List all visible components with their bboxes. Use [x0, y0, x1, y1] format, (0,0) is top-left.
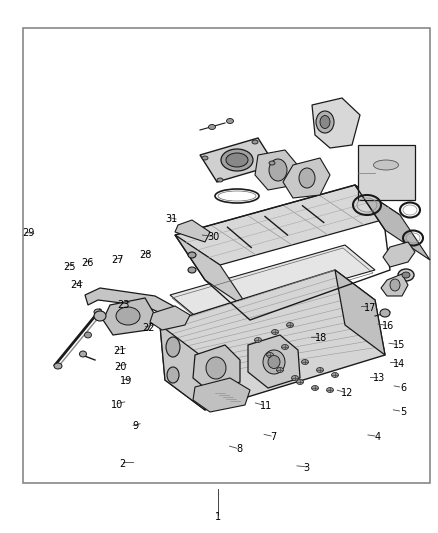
- Polygon shape: [358, 145, 415, 200]
- Polygon shape: [160, 325, 205, 410]
- Polygon shape: [312, 98, 360, 148]
- Ellipse shape: [226, 118, 233, 124]
- Ellipse shape: [94, 309, 102, 315]
- Ellipse shape: [268, 356, 280, 368]
- Ellipse shape: [202, 156, 208, 160]
- Text: 9: 9: [133, 422, 139, 431]
- Ellipse shape: [292, 376, 299, 381]
- Polygon shape: [200, 138, 275, 182]
- Polygon shape: [150, 306, 190, 330]
- Text: 31: 31: [166, 214, 178, 223]
- Bar: [23, 28, 430, 483]
- Text: 29: 29: [22, 229, 35, 238]
- Ellipse shape: [299, 168, 315, 188]
- Text: 17: 17: [364, 303, 376, 312]
- Ellipse shape: [286, 322, 293, 327]
- Text: 7: 7: [271, 432, 277, 442]
- Text: 2: 2: [120, 459, 126, 469]
- Text: 25: 25: [63, 262, 75, 271]
- Polygon shape: [175, 185, 400, 265]
- Ellipse shape: [390, 279, 400, 291]
- Ellipse shape: [217, 178, 223, 182]
- Text: 11: 11: [260, 401, 272, 411]
- Text: 10: 10: [111, 400, 124, 410]
- Polygon shape: [248, 335, 300, 388]
- Ellipse shape: [320, 116, 330, 128]
- Ellipse shape: [94, 311, 106, 321]
- Ellipse shape: [316, 111, 334, 133]
- Text: 13: 13: [373, 374, 385, 383]
- Ellipse shape: [276, 367, 283, 373]
- Text: 27: 27: [111, 255, 124, 265]
- Ellipse shape: [263, 350, 285, 374]
- Text: 5: 5: [400, 407, 406, 417]
- Text: 4: 4: [374, 432, 381, 442]
- Text: 20: 20: [114, 362, 127, 372]
- Text: 14: 14: [393, 359, 406, 368]
- Polygon shape: [175, 220, 210, 242]
- Ellipse shape: [402, 272, 410, 278]
- Ellipse shape: [254, 337, 261, 343]
- Ellipse shape: [317, 367, 324, 373]
- Text: 24: 24: [71, 280, 83, 290]
- Ellipse shape: [266, 352, 273, 358]
- Ellipse shape: [188, 267, 196, 273]
- Polygon shape: [381, 274, 408, 296]
- Ellipse shape: [269, 159, 287, 181]
- Ellipse shape: [226, 153, 248, 167]
- Ellipse shape: [326, 387, 333, 392]
- Polygon shape: [193, 345, 240, 392]
- Text: 6: 6: [400, 383, 406, 393]
- Ellipse shape: [282, 344, 289, 350]
- Polygon shape: [193, 378, 250, 412]
- Text: 3: 3: [304, 463, 310, 473]
- Polygon shape: [85, 288, 175, 315]
- Text: 28: 28: [139, 250, 152, 260]
- Ellipse shape: [208, 125, 215, 130]
- Polygon shape: [335, 270, 385, 355]
- Polygon shape: [160, 270, 385, 410]
- Text: 16: 16: [382, 321, 394, 331]
- Polygon shape: [383, 242, 415, 267]
- Ellipse shape: [374, 160, 399, 170]
- Polygon shape: [103, 298, 155, 335]
- Ellipse shape: [167, 367, 179, 383]
- Ellipse shape: [252, 140, 258, 144]
- Ellipse shape: [398, 269, 414, 281]
- Text: 8: 8: [237, 445, 243, 454]
- Ellipse shape: [380, 309, 390, 317]
- Ellipse shape: [221, 149, 253, 171]
- Ellipse shape: [206, 357, 226, 379]
- Ellipse shape: [116, 307, 140, 325]
- Text: 15: 15: [393, 341, 406, 350]
- Ellipse shape: [272, 329, 279, 335]
- Ellipse shape: [85, 332, 92, 338]
- Ellipse shape: [54, 363, 62, 369]
- Ellipse shape: [269, 161, 275, 165]
- Ellipse shape: [311, 385, 318, 391]
- Ellipse shape: [301, 359, 308, 365]
- Polygon shape: [355, 185, 430, 260]
- Polygon shape: [283, 158, 330, 198]
- Polygon shape: [175, 235, 250, 310]
- Ellipse shape: [188, 252, 196, 258]
- Polygon shape: [170, 245, 375, 320]
- Text: 12: 12: [341, 389, 353, 398]
- Text: 21: 21: [113, 346, 125, 356]
- Text: 26: 26: [81, 258, 94, 268]
- Text: 18: 18: [315, 334, 327, 343]
- Ellipse shape: [80, 351, 86, 357]
- Text: 22: 22: [142, 323, 154, 333]
- Polygon shape: [255, 150, 300, 190]
- Text: 1: 1: [215, 512, 221, 522]
- Text: 30: 30: [208, 232, 220, 242]
- Text: 19: 19: [120, 376, 132, 386]
- Ellipse shape: [297, 379, 304, 384]
- Ellipse shape: [332, 373, 339, 377]
- Ellipse shape: [166, 337, 180, 357]
- Text: 23: 23: [117, 300, 130, 310]
